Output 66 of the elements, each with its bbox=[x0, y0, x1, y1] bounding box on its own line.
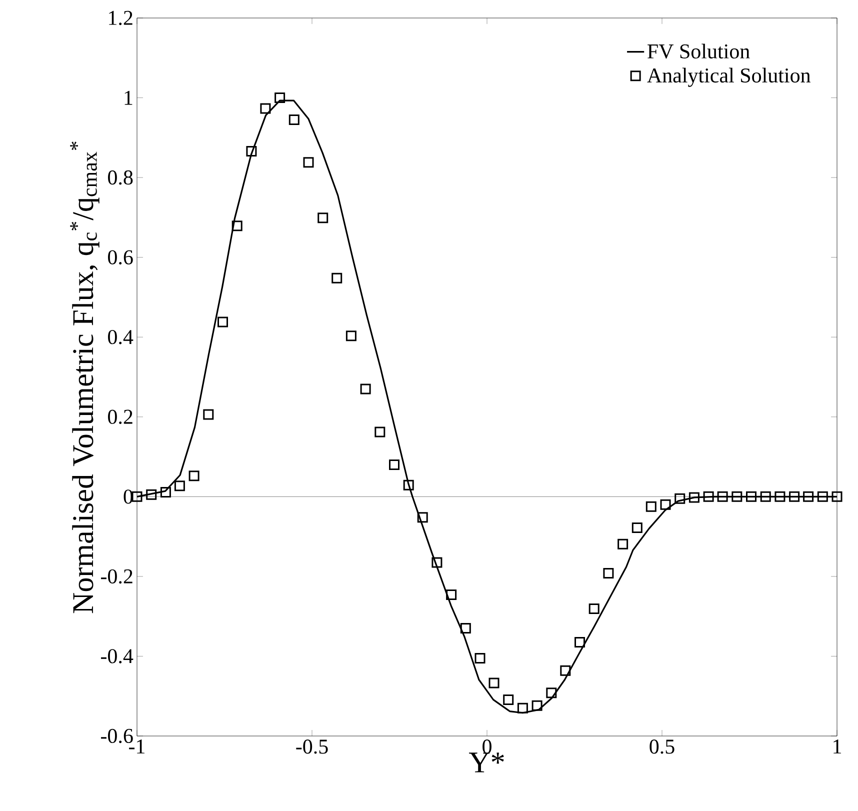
point bbox=[174, 480, 185, 492]
x-tick-label: 0.5 bbox=[650, 740, 674, 754]
y-axis-title: Normalised Volumetric Flux, q$_{c}$$^{*}$/q$_{cmax}$* bbox=[70, 142, 100, 614]
point bbox=[574, 637, 586, 648]
point bbox=[446, 590, 457, 600]
y-tick-label: 1.2 bbox=[109, 10, 132, 26]
point bbox=[746, 491, 757, 502]
point bbox=[474, 652, 486, 664]
point bbox=[688, 492, 700, 503]
point bbox=[503, 694, 514, 705]
point bbox=[288, 114, 300, 125]
point bbox=[303, 157, 314, 168]
point bbox=[232, 220, 242, 232]
y-tick-label: 0.2 bbox=[108, 410, 132, 424]
point bbox=[803, 491, 814, 502]
point bbox=[389, 460, 400, 470]
y-tick-label: -0.2 bbox=[101, 569, 132, 584]
point bbox=[603, 568, 614, 578]
point bbox=[674, 493, 686, 504]
point bbox=[218, 316, 228, 328]
point bbox=[132, 491, 142, 502]
point bbox=[332, 272, 342, 284]
point bbox=[417, 512, 428, 523]
point bbox=[703, 491, 714, 502]
point bbox=[618, 538, 628, 550]
point bbox=[460, 623, 471, 634]
legend-label: FV Solution bbox=[648, 44, 750, 59]
point bbox=[346, 330, 356, 342]
point bbox=[832, 491, 842, 502]
point bbox=[274, 92, 286, 104]
point bbox=[560, 665, 571, 676]
point bbox=[717, 491, 728, 502]
point bbox=[260, 103, 271, 114]
point bbox=[360, 384, 371, 394]
point bbox=[146, 489, 157, 500]
point bbox=[374, 426, 386, 438]
point bbox=[488, 678, 500, 688]
point bbox=[188, 470, 200, 482]
legend-label: Analytical Solution bbox=[647, 68, 810, 87]
point bbox=[160, 487, 171, 498]
y-tick-label: -0.4 bbox=[101, 649, 134, 664]
point bbox=[403, 480, 414, 490]
point bbox=[432, 557, 442, 568]
point bbox=[732, 491, 742, 502]
y-tick-label: 0.8 bbox=[108, 170, 133, 185]
y-tick-label: 1 bbox=[124, 90, 132, 105]
point bbox=[646, 501, 656, 512]
x-tick-label: 0 bbox=[482, 740, 492, 754]
point bbox=[546, 688, 557, 698]
point bbox=[517, 702, 528, 714]
point bbox=[760, 491, 771, 502]
point bbox=[588, 604, 600, 614]
point bbox=[774, 491, 786, 502]
point bbox=[789, 491, 800, 502]
x-axis-title: Y* bbox=[469, 752, 504, 772]
x-tick-label: 1 bbox=[834, 740, 841, 754]
point bbox=[632, 522, 642, 534]
point bbox=[532, 700, 542, 711]
x-tick-label: -0.5 bbox=[296, 740, 328, 754]
point bbox=[660, 499, 671, 510]
point bbox=[817, 491, 828, 502]
point bbox=[246, 146, 257, 156]
point bbox=[203, 409, 214, 420]
y-tick-label: 0.4 bbox=[108, 330, 134, 344]
y-tick-label: 0.6 bbox=[108, 250, 133, 264]
point bbox=[318, 212, 328, 224]
